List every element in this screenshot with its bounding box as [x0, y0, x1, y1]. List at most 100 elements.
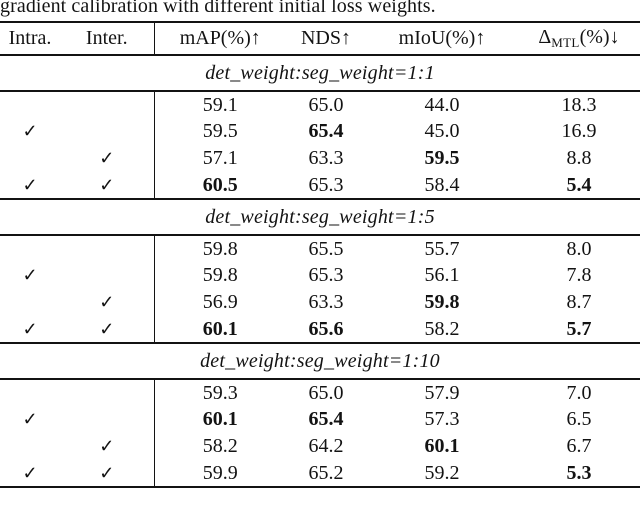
- section-header-row-1: det_weight:seg_weight=1:1: [0, 54, 640, 92]
- intra-check: ✓: [22, 409, 38, 429]
- col-header-nds: NDS↑: [286, 22, 366, 56]
- delta-suffix: (%)↓: [579, 26, 620, 48]
- table-row: ✓ 59.8 65.3 56.1 7.8: [0, 262, 640, 289]
- section-header-row-2: det_weight:seg_weight=1:5: [0, 198, 640, 236]
- delta-value: 8.7: [566, 291, 592, 313]
- inter-check: [60, 91, 154, 118]
- section-title: det_weight:seg_weight=1:1: [0, 54, 640, 92]
- nds-value: 65.4: [308, 120, 344, 142]
- col-header-intra: Intra.: [0, 22, 60, 56]
- map-value: 59.8: [153, 262, 286, 289]
- map-value: 58.2: [153, 433, 286, 460]
- table-row: ✓ 60.1 65.4 57.3 6.5: [0, 406, 640, 433]
- intra-check: ✓: [22, 174, 38, 195]
- intra-check: [0, 145, 60, 172]
- table-row: ✓ ✓ 60.1 65.6 58.2 5.7: [0, 316, 640, 343]
- miou-value: 44.0: [424, 93, 460, 116]
- inter-check: ✓: [99, 174, 115, 195]
- inter-check: ✓: [99, 436, 115, 456]
- col-header-inter: Inter.: [60, 22, 154, 56]
- delta-value: 5.4: [566, 173, 592, 196]
- nds-value: 65.0: [308, 93, 344, 116]
- miou-value: 59.2: [424, 461, 460, 484]
- delta-value: 6.7: [566, 435, 592, 457]
- map-value: 59.5: [153, 118, 286, 145]
- intra-check: [0, 91, 60, 118]
- delta-value: 5.3: [566, 461, 592, 484]
- col-header-miou: mIoU(%)↑: [366, 22, 518, 56]
- nds-value: 65.3: [308, 173, 344, 196]
- delta-value: 16.9: [561, 120, 597, 142]
- intra-check: ✓: [22, 121, 38, 141]
- intra-check: [0, 433, 60, 460]
- table-row: ✓ 57.1 63.3 59.5 8.8: [0, 145, 640, 172]
- nds-value: 63.3: [308, 147, 344, 169]
- section-title: det_weight:seg_weight=1:10: [0, 342, 640, 380]
- col-header-delta-mtl: ΔMTL(%)↓: [518, 22, 640, 56]
- delta-symbol: Δ: [538, 26, 552, 48]
- section-title: det_weight:seg_weight=1:5: [0, 198, 640, 236]
- map-value: 59.1: [153, 91, 286, 118]
- results-table: Intra. Inter. mAP(%)↑ NDS↑ mIoU(%)↑ ΔMTL…: [0, 21, 640, 488]
- table-caption: gradient calibration with different init…: [0, 0, 436, 17]
- delta-value: 7.0: [566, 381, 592, 404]
- miou-value: 58.4: [424, 173, 460, 196]
- nds-value: 65.0: [308, 381, 344, 404]
- miou-value: 58.2: [424, 317, 460, 340]
- miou-value: 56.1: [424, 264, 460, 286]
- miou-value: 57.9: [424, 381, 460, 404]
- delta-value: 18.3: [561, 93, 597, 116]
- table-row: ✓ ✓ 59.9 65.2 59.2 5.3: [0, 460, 640, 487]
- nds-value: 65.3: [308, 264, 344, 286]
- table-row: 59.8 65.5 55.7 8.0: [0, 235, 640, 262]
- inter-check: [60, 406, 154, 433]
- inter-check: [60, 262, 154, 289]
- miou-value: 59.8: [424, 291, 460, 313]
- miou-value: 60.1: [424, 435, 460, 457]
- map-value: 60.1: [153, 316, 286, 343]
- table-row: ✓ ✓ 60.5 65.3 58.4 5.4: [0, 172, 640, 199]
- delta-value: 6.5: [566, 408, 592, 430]
- table-row: 59.3 65.0 57.9 7.0: [0, 379, 640, 406]
- intra-check: [0, 289, 60, 316]
- delta-value: 5.7: [566, 317, 592, 340]
- map-value: 56.9: [153, 289, 286, 316]
- nds-value: 65.2: [308, 461, 344, 484]
- inter-check: ✓: [99, 462, 115, 483]
- map-value: 59.3: [153, 379, 286, 406]
- miou-value: 55.7: [424, 237, 460, 260]
- delta-value: 8.8: [566, 147, 592, 169]
- delta-value: 7.8: [566, 264, 592, 286]
- table-row: 59.1 65.0 44.0 18.3: [0, 91, 640, 118]
- col-header-map: mAP(%)↑: [153, 22, 286, 56]
- intra-check: [0, 235, 60, 262]
- map-value: 60.5: [153, 172, 286, 199]
- map-value: 57.1: [153, 145, 286, 172]
- miou-value: 57.3: [424, 408, 460, 430]
- nds-value: 63.3: [308, 291, 344, 313]
- inter-check: [60, 379, 154, 406]
- map-value: 60.1: [153, 406, 286, 433]
- section-header-row-3: det_weight:seg_weight=1:10: [0, 342, 640, 380]
- miou-value: 45.0: [424, 120, 460, 142]
- inter-check: ✓: [99, 318, 115, 339]
- miou-value: 59.5: [424, 147, 460, 169]
- inter-check: [60, 118, 154, 145]
- table-row: ✓ 59.5 65.4 45.0 16.9: [0, 118, 640, 145]
- table-row: ✓ 58.2 64.2 60.1 6.7: [0, 433, 640, 460]
- nds-value: 65.5: [308, 237, 344, 260]
- inter-check: ✓: [99, 292, 115, 312]
- intra-check: ✓: [22, 462, 38, 483]
- map-value: 59.9: [153, 460, 286, 487]
- intra-check: ✓: [22, 318, 38, 339]
- nds-value: 65.6: [308, 317, 344, 340]
- intra-check: [0, 379, 60, 406]
- table-header: Intra. Inter. mAP(%)↑ NDS↑ mIoU(%)↑ ΔMTL…: [0, 22, 640, 56]
- nds-value: 64.2: [308, 435, 344, 457]
- map-value: 59.8: [153, 235, 286, 262]
- intra-check: ✓: [22, 265, 38, 285]
- inter-check: [60, 235, 154, 262]
- header-row: Intra. Inter. mAP(%)↑ NDS↑ mIoU(%)↑ ΔMTL…: [0, 22, 640, 56]
- delta-subscript: MTL: [551, 35, 580, 50]
